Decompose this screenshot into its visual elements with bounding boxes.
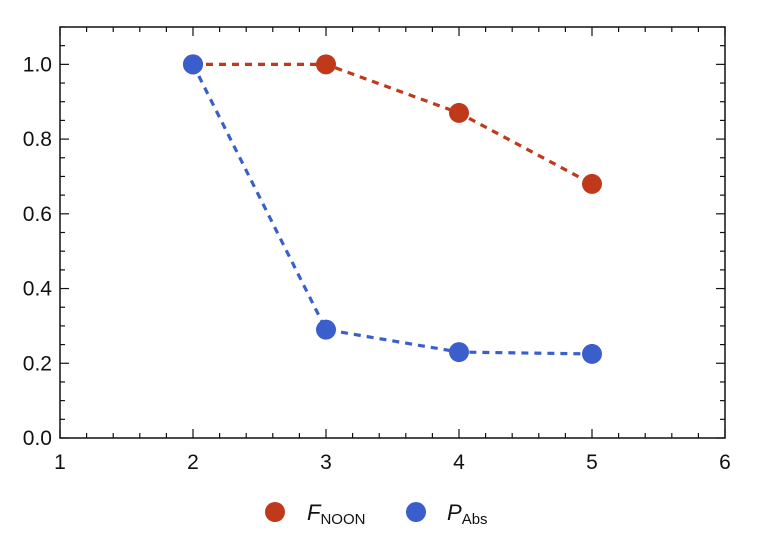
x-tick-label: 3: [320, 451, 332, 474]
series-line-f-noon: [193, 62, 593, 186]
x-tick-label: 4: [453, 451, 465, 474]
data-point-f-noon: [316, 54, 336, 75]
data-point-p-abs: [316, 319, 336, 340]
legend: FNOON PAbs: [265, 500, 488, 528]
y-tick-label: 1.0: [23, 53, 52, 76]
series-line-p-abs: [191, 63, 593, 356]
legend-label: PAbs: [447, 500, 488, 528]
data-point-p-abs: [449, 342, 469, 363]
axis-ticks: [59, 26, 726, 439]
data-point-p-abs: [183, 54, 203, 75]
legend-marker: [406, 502, 426, 522]
series-points: [183, 54, 602, 364]
data-point-f-noon: [449, 102, 469, 123]
axis-tick-labels: 1 2 3 4 5 6 0.0 0.2 0.4 0.6 0.8 1.0: [23, 53, 731, 474]
x-tick-label: 1: [54, 451, 66, 474]
x-tick-label: 6: [719, 451, 731, 474]
series-lines: [191, 62, 593, 356]
x-tick-label: 2: [187, 451, 199, 474]
y-tick-label: 0.0: [23, 427, 52, 450]
y-tick-label: 0.4: [23, 278, 53, 301]
y-tick-label: 0.8: [23, 128, 52, 151]
y-tick-label: 0.2: [23, 352, 52, 375]
data-point-f-noon: [582, 173, 602, 194]
x-tick-label: 5: [586, 451, 598, 474]
legend-marker: [265, 502, 285, 522]
legend-label: FNOON: [307, 500, 365, 528]
y-tick-label: 0.6: [23, 203, 52, 226]
data-point-p-abs: [582, 343, 602, 364]
